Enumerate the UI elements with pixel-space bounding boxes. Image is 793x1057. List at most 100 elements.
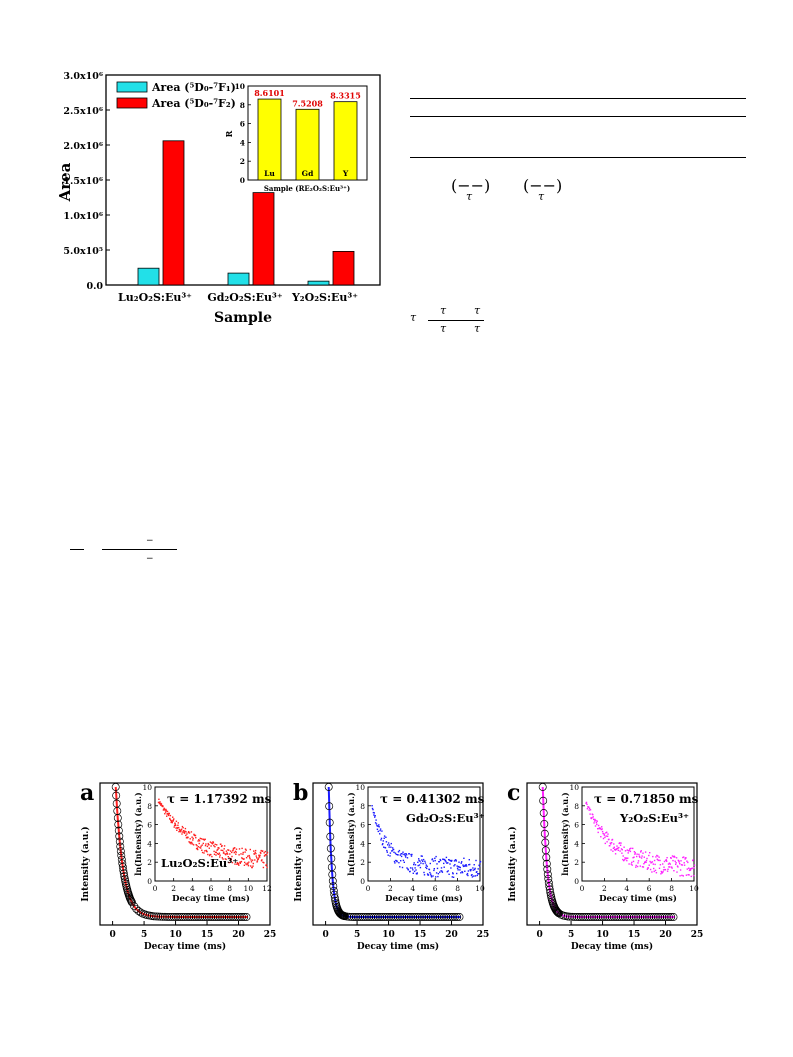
inset-point: [165, 808, 167, 811]
decay-point: [387, 913, 396, 921]
inset-point: [163, 809, 165, 811]
inset-point: [395, 853, 397, 856]
inset-point: [664, 869, 667, 871]
decay-point: [579, 913, 588, 921]
inset-point: [601, 830, 604, 833]
inset-point: [464, 870, 466, 872]
inset-point: [683, 864, 686, 866]
decay-point: [632, 913, 640, 921]
inset-point: [671, 867, 673, 869]
decay-point: [358, 913, 367, 921]
inset-point: [649, 868, 652, 871]
inset-point: [402, 851, 404, 853]
inset-point: [383, 835, 386, 837]
inset-point: [475, 859, 477, 862]
inset-point: [378, 824, 380, 826]
inset-point: [479, 860, 482, 863]
inset-point: [201, 844, 203, 846]
bar-y-tick-label: 2.0x10⁶: [63, 141, 103, 152]
main-x-tick-label: 0: [536, 930, 542, 940]
inset-point: [234, 863, 236, 865]
inset-point: [372, 808, 374, 811]
inset-point: [666, 870, 669, 872]
decay-point: [211, 913, 220, 921]
decay-point: [227, 913, 235, 921]
inset-point: [188, 831, 190, 833]
inset-point: [392, 847, 394, 849]
decay-point: [134, 907, 143, 915]
inset-point: [179, 829, 182, 832]
decay-point: [415, 913, 424, 921]
decay-point: [324, 783, 333, 791]
inset-point: [627, 857, 629, 859]
inset-point: [645, 859, 648, 862]
decay-point: [200, 913, 209, 921]
inset-point: [226, 852, 228, 854]
inset-point: [169, 818, 171, 820]
inset-point: [241, 847, 243, 850]
inset-y-tick-label: 6: [574, 821, 579, 830]
inset-bar-value-label: 8.6101: [254, 88, 285, 98]
inset-point: [417, 864, 419, 867]
decay-point: [330, 893, 339, 902]
inset-point: [462, 865, 465, 868]
inset-point: [429, 871, 431, 874]
decay-point: [178, 913, 187, 921]
decay-point: [565, 912, 574, 921]
inset-point: [462, 864, 464, 866]
inset-point: [622, 858, 624, 861]
inset-bar-y: [333, 101, 358, 181]
inset-point: [389, 855, 391, 857]
inset-plot-frame: [581, 786, 695, 882]
inset-point: [167, 812, 169, 815]
decay-point: [541, 838, 550, 847]
inset-point: [471, 874, 473, 876]
inset-x-tick-label: 12: [262, 884, 272, 893]
decay-point: [572, 912, 581, 921]
inset-x-tick-label: 0: [580, 884, 585, 893]
inset-x-tick-label: 10: [475, 884, 485, 893]
decay-point: [118, 862, 127, 871]
inset-point: [376, 825, 378, 827]
decay-point: [356, 913, 365, 921]
inset-point: [674, 860, 676, 862]
inset-point: [610, 849, 612, 851]
bar-y-axis-label: Area: [56, 162, 74, 202]
decay-point: [568, 912, 577, 921]
inset-point: [406, 867, 408, 869]
inset-point: [623, 859, 626, 861]
inset-point: [209, 853, 211, 856]
inset-point: [430, 873, 432, 875]
decay-point: [205, 913, 213, 921]
inset-point: [219, 854, 221, 856]
decay-point: [594, 913, 603, 921]
inset-point: [245, 849, 247, 851]
inset-point: [385, 836, 387, 838]
inset-point: [636, 853, 638, 855]
decay-point: [543, 865, 552, 874]
decay-point: [158, 912, 167, 921]
inset-point: [227, 849, 229, 851]
decay-point: [634, 913, 643, 921]
decay-point: [554, 908, 563, 917]
inset-point: [197, 846, 200, 848]
inset-y-tick-label: 8: [147, 802, 152, 811]
decay-point: [238, 913, 246, 921]
inset-point: [461, 861, 463, 863]
inset-point: [445, 856, 448, 859]
inset-point: [164, 809, 166, 811]
inset-point: [263, 852, 265, 854]
inset-point: [652, 863, 654, 865]
inset-point: [633, 856, 635, 858]
inset-point: [234, 847, 236, 849]
main-x-tick-label: 20: [232, 930, 245, 940]
inset-point: [198, 840, 201, 842]
inset-point: [586, 808, 589, 810]
decay-data-points: [111, 783, 251, 921]
inset-point: [679, 869, 682, 871]
inset-point: [657, 855, 659, 857]
inset-point: [214, 846, 216, 848]
inset-point: [588, 806, 590, 808]
inset-point: [422, 862, 424, 865]
inset-point: [440, 870, 442, 872]
